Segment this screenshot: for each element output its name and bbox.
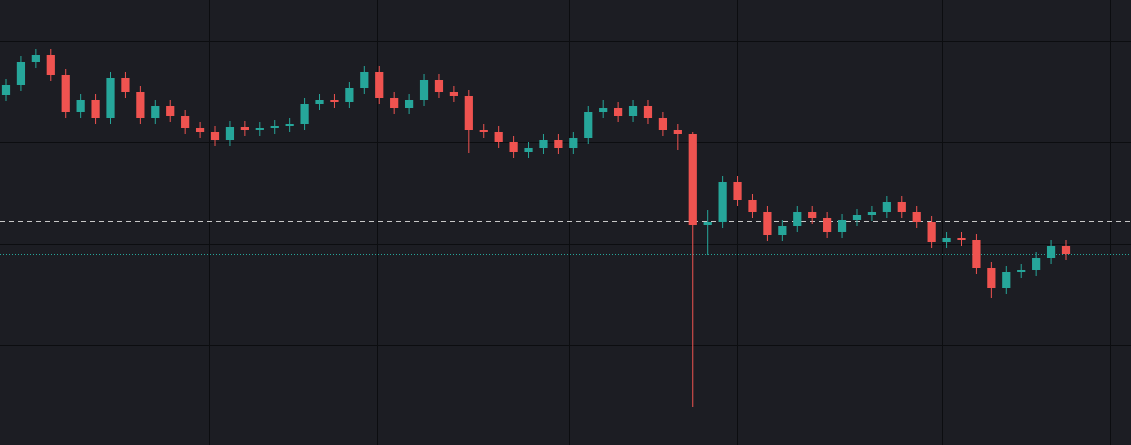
candle-body bbox=[927, 222, 936, 242]
candle-body bbox=[897, 202, 906, 212]
candle-body bbox=[1046, 246, 1056, 258]
candle-body bbox=[837, 220, 847, 232]
candle-body bbox=[733, 182, 742, 200]
candle-body bbox=[1002, 272, 1011, 288]
candle-body bbox=[688, 134, 697, 225]
candle-body bbox=[494, 132, 503, 142]
candle-body bbox=[255, 128, 264, 130]
candle-body bbox=[957, 238, 966, 240]
candle-body bbox=[404, 100, 414, 108]
candle-body bbox=[225, 127, 235, 140]
candle-body bbox=[121, 78, 130, 92]
candle-body bbox=[240, 127, 249, 130]
candle-body bbox=[151, 106, 160, 118]
candle-body bbox=[16, 62, 26, 85]
candle-body bbox=[569, 138, 578, 148]
candle-body bbox=[375, 72, 384, 98]
candle-body bbox=[778, 226, 787, 235]
candle-body bbox=[823, 218, 832, 232]
candle-body bbox=[345, 88, 354, 102]
candle-body bbox=[539, 140, 548, 148]
candle-body bbox=[1032, 258, 1041, 270]
candle-body bbox=[330, 100, 339, 102]
candle-body bbox=[270, 126, 279, 128]
candle-body bbox=[315, 100, 324, 104]
candle-body bbox=[195, 128, 205, 132]
candle-body bbox=[31, 55, 40, 62]
candle-body bbox=[210, 132, 220, 140]
candle-body bbox=[942, 238, 951, 242]
candle-body bbox=[658, 118, 668, 130]
candle-body bbox=[673, 130, 682, 134]
candle-body bbox=[554, 140, 563, 148]
candle-body bbox=[434, 80, 444, 92]
candle-body bbox=[1061, 246, 1071, 254]
candle-body bbox=[867, 212, 877, 215]
candle-body bbox=[763, 212, 772, 235]
candle-body bbox=[987, 268, 996, 288]
candle-body bbox=[748, 200, 757, 212]
candle-body bbox=[599, 108, 608, 112]
candle-body bbox=[300, 104, 309, 124]
candle-body bbox=[285, 124, 294, 126]
candle-body bbox=[972, 240, 981, 268]
candle-body bbox=[166, 106, 175, 116]
candle-body bbox=[390, 98, 399, 108]
candle-body bbox=[703, 222, 712, 225]
candle-body bbox=[882, 202, 891, 212]
candle-body bbox=[360, 72, 369, 88]
candle-body bbox=[46, 55, 55, 75]
candle-body bbox=[628, 106, 638, 116]
candle-body bbox=[449, 92, 458, 96]
candle-body bbox=[76, 100, 85, 112]
candle-body bbox=[643, 106, 653, 118]
candle-body bbox=[912, 212, 921, 222]
candle-body bbox=[852, 215, 862, 220]
candle-body bbox=[584, 112, 593, 138]
candle-body bbox=[614, 108, 623, 116]
candle-body bbox=[808, 212, 817, 218]
candle-body bbox=[91, 100, 100, 118]
candle-body bbox=[718, 182, 727, 222]
candle-body bbox=[1017, 270, 1026, 272]
candle-body bbox=[509, 142, 518, 152]
candle-body bbox=[524, 148, 533, 152]
candle-body bbox=[106, 78, 115, 118]
candle-body bbox=[479, 130, 488, 132]
candle-body bbox=[181, 116, 190, 128]
candle-body bbox=[464, 96, 473, 130]
candle-body bbox=[136, 92, 145, 118]
candle-body bbox=[419, 80, 429, 100]
candle-body bbox=[1, 85, 11, 95]
candle-body bbox=[793, 212, 802, 226]
candle-body bbox=[61, 75, 70, 112]
